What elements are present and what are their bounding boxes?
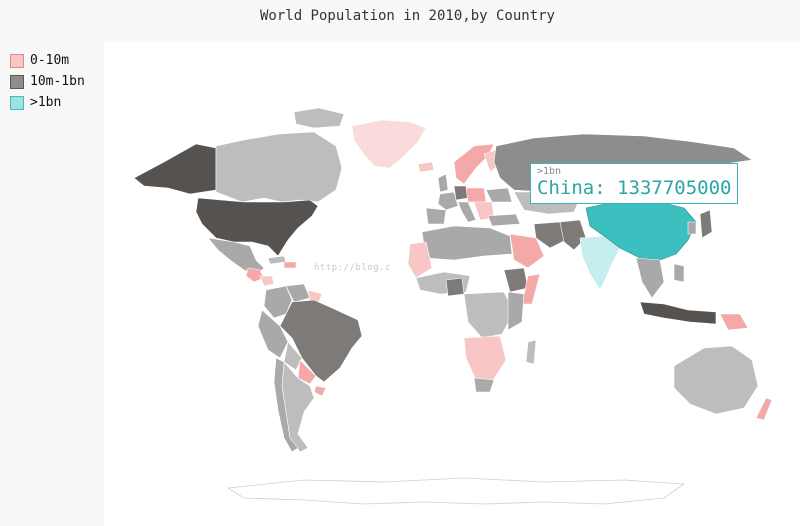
- legend-swatch: [10, 74, 24, 89]
- country-japan[interactable]: [699, 209, 713, 239]
- country-australia[interactable]: [673, 345, 759, 415]
- country-mexico[interactable]: [207, 237, 265, 275]
- country-ukraine[interactable]: [485, 187, 513, 203]
- country-uk[interactable]: [437, 173, 449, 193]
- legend-swatch: [10, 95, 24, 110]
- chart-title: World Population in 2010,by Country: [259, 8, 555, 24]
- country-antarctica[interactable]: [227, 477, 685, 505]
- country-east-africa[interactable]: [507, 291, 525, 331]
- country-paraguay[interactable]: [297, 359, 317, 385]
- country-spain[interactable]: [425, 207, 447, 225]
- country-cuba[interactable]: [267, 255, 287, 265]
- country-guatemala[interactable]: [245, 267, 265, 283]
- country-france[interactable]: [437, 191, 459, 211]
- watermark: http://blog.c: [314, 263, 391, 273]
- country-southern-africa[interactable]: [463, 335, 507, 383]
- country-philippines[interactable]: [673, 263, 685, 283]
- country-india[interactable]: [579, 235, 621, 291]
- world-map: [133, 107, 773, 505]
- country-madagascar[interactable]: [525, 339, 537, 365]
- legend-item-10m-1bn[interactable]: 10m-1bn: [10, 71, 85, 92]
- country-ethiopia[interactable]: [503, 267, 529, 293]
- country-turkey[interactable]: [487, 213, 521, 227]
- country-greenland[interactable]: [351, 119, 427, 169]
- country-chile[interactable]: [273, 357, 299, 453]
- country-papua-new-guinea[interactable]: [719, 313, 749, 331]
- country-haiti-dr[interactable]: [283, 261, 297, 269]
- country-nigeria[interactable]: [445, 277, 465, 297]
- country-canada-islands[interactable]: [293, 107, 345, 129]
- country-sahel[interactable]: [407, 241, 433, 279]
- country-peru[interactable]: [257, 309, 289, 359]
- country-south-africa[interactable]: [473, 377, 495, 393]
- country-honduras[interactable]: [259, 275, 275, 287]
- country-central-europe[interactable]: [465, 187, 487, 203]
- country-canada[interactable]: [215, 131, 343, 203]
- country-central-africa[interactable]: [463, 291, 515, 339]
- country-southeast-asia[interactable]: [635, 257, 665, 299]
- country-north-africa[interactable]: [421, 225, 513, 261]
- country-afghanistan-pakistan[interactable]: [559, 219, 587, 251]
- country-iceland[interactable]: [417, 161, 435, 173]
- country-indonesia[interactable]: [639, 301, 717, 325]
- legend-item-1bn[interactable]: >1bn: [10, 92, 85, 113]
- legend: 0-10m 10m-1bn >1bn: [10, 50, 85, 113]
- tooltip-category: >1bn: [537, 166, 562, 177]
- tooltip: >1bn China: 1337705000: [530, 163, 739, 204]
- legend-label: 0-10m: [30, 53, 70, 68]
- country-usa[interactable]: [195, 197, 319, 257]
- country-saudi-arabia[interactable]: [509, 233, 545, 269]
- legend-item-0-10m[interactable]: 0-10m: [10, 50, 85, 71]
- country-new-zealand[interactable]: [755, 397, 773, 421]
- map-plot-area: http://blog.c >1bn China: 1337705000: [104, 42, 800, 526]
- legend-label: >1bn: [30, 95, 62, 110]
- country-korea[interactable]: [687, 221, 697, 235]
- country-alaska[interactable]: [133, 143, 217, 195]
- country-italy[interactable]: [457, 201, 477, 223]
- country-bolivia[interactable]: [283, 341, 303, 371]
- legend-swatch: [10, 53, 24, 68]
- legend-label: 10m-1bn: [30, 74, 85, 89]
- country-uruguay[interactable]: [313, 385, 327, 397]
- country-brazil[interactable]: [279, 299, 363, 383]
- tooltip-value: China: 1337705000: [537, 177, 732, 199]
- country-iran[interactable]: [533, 221, 567, 249]
